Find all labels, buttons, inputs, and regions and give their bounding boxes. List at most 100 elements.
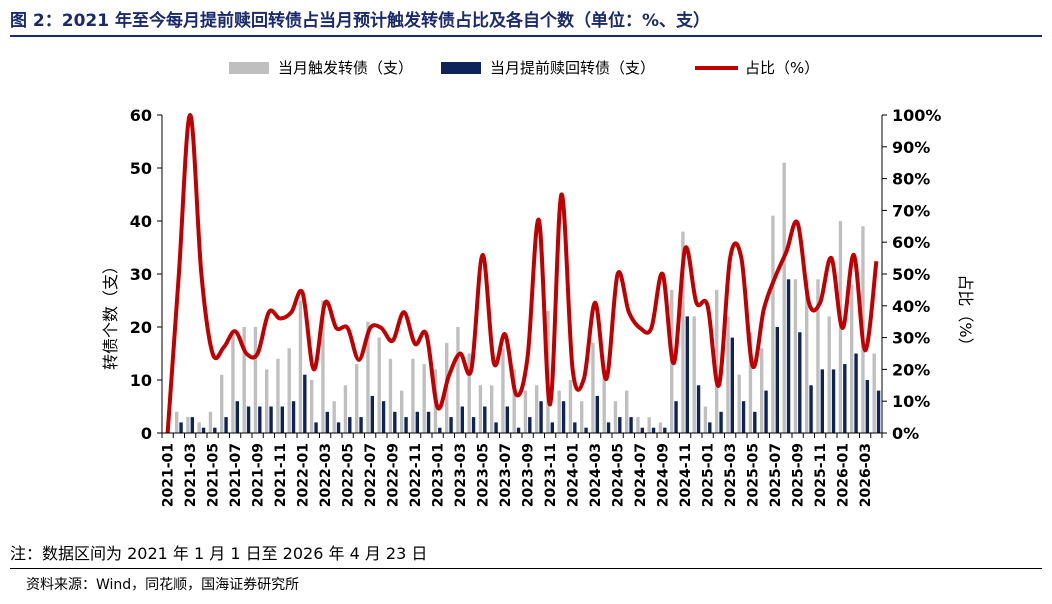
bar-trigger xyxy=(265,369,269,433)
data-note: 注：数据区间为 2021 年 1 月 1 日至 2026 年 4 月 23 日 xyxy=(10,544,428,563)
bar-redeem xyxy=(741,401,746,433)
x-tick-label: 2024-11 xyxy=(678,443,694,507)
y-tick-label: 0 xyxy=(141,424,152,443)
bar-redeem xyxy=(291,401,296,433)
bar-trigger xyxy=(827,316,831,433)
x-tick-label: 2024-05 xyxy=(611,443,627,507)
bar-redeem xyxy=(201,427,206,433)
x-tick-label: 2022-01 xyxy=(296,443,312,507)
bar-redeem xyxy=(258,406,262,433)
bar-redeem xyxy=(685,316,689,433)
bar-redeem xyxy=(539,401,543,433)
bar-trigger xyxy=(411,358,415,433)
title-rule xyxy=(10,35,1042,37)
y2-tick-label: 70% xyxy=(892,201,930,220)
y-tick-label: 20 xyxy=(130,318,152,337)
bar-redeem xyxy=(730,337,734,433)
x-tick-label: 2025-07 xyxy=(768,443,784,507)
legend-label-redeem: 当月提前赎回转债（支） xyxy=(490,59,655,77)
y2-axis-title: 占比（%） xyxy=(956,274,975,353)
bar-trigger xyxy=(253,327,258,433)
legend: 当月触发转债（支） 当月提前赎回转债（支） 占比（%） xyxy=(229,59,819,77)
bottom-rule xyxy=(10,568,1042,569)
bar-redeem xyxy=(494,422,498,433)
bar-trigger xyxy=(175,411,179,433)
x-tick-label: 2021-07 xyxy=(228,443,244,507)
bar-trigger xyxy=(625,390,629,433)
bar-trigger xyxy=(872,353,876,433)
bar-trigger xyxy=(298,300,303,433)
bar-redeem xyxy=(584,427,588,433)
bar-trigger xyxy=(310,380,314,433)
bar-redeem xyxy=(246,406,251,433)
x-tick-label: 2024-07 xyxy=(633,443,649,507)
bar-redeem xyxy=(809,385,813,433)
x-tick-label: 2021-01 xyxy=(161,443,177,507)
bar-trigger xyxy=(703,406,708,433)
y-tick-label: 40 xyxy=(130,212,152,231)
bar-redeem xyxy=(370,395,374,433)
bar-trigger xyxy=(737,374,741,433)
bar-trigger xyxy=(726,316,730,433)
bar-redeem xyxy=(786,279,791,433)
bar-trigger xyxy=(422,364,426,433)
bar-redeem xyxy=(663,427,667,433)
bar-redeem xyxy=(573,422,577,433)
y-tick-label: 10 xyxy=(130,371,152,390)
bar-redeem xyxy=(550,422,554,433)
bar-redeem xyxy=(528,417,532,433)
bar-trigger xyxy=(512,369,516,433)
y2-tick-label: 50% xyxy=(892,265,930,284)
x-tick-label: 2022-03 xyxy=(318,443,334,507)
bar-trigger xyxy=(658,422,663,433)
bar-redeem xyxy=(303,374,307,433)
x-tick-label: 2021-11 xyxy=(273,443,289,507)
bar-redeem xyxy=(708,422,712,433)
bar-redeem xyxy=(471,417,476,433)
bar-redeem xyxy=(618,417,622,433)
bar-redeem xyxy=(843,364,847,433)
bar-trigger xyxy=(287,348,291,433)
bar-trigger xyxy=(715,289,719,433)
bar-redeem xyxy=(629,417,633,433)
bar-redeem xyxy=(865,380,869,433)
legend-label-trigger: 当月触发转债（支） xyxy=(278,59,413,77)
bar-redeem xyxy=(798,332,802,433)
legend-swatch-trigger xyxy=(229,62,269,74)
x-tick-label: 2022-07 xyxy=(363,443,379,507)
bar-redeem xyxy=(696,385,701,433)
bar-redeem xyxy=(404,417,408,433)
x-tick-label: 2021-05 xyxy=(206,443,222,507)
x-tick-label: 2024-01 xyxy=(566,443,582,507)
x-tick-label: 2025-01 xyxy=(701,443,717,507)
bar-redeem xyxy=(426,411,431,433)
bar-trigger xyxy=(388,358,393,433)
x-tick-label: 2023-09 xyxy=(521,443,537,507)
bar-redeem xyxy=(820,369,824,433)
bar-redeem xyxy=(561,401,566,433)
bar-trigger xyxy=(456,327,460,433)
bar-redeem xyxy=(764,390,768,433)
bar-redeem xyxy=(325,411,329,433)
bar-trigger xyxy=(523,390,528,433)
bar-trigger xyxy=(467,353,471,433)
x-tick-label: 2024-03 xyxy=(588,443,604,507)
bar-trigger xyxy=(557,390,561,433)
combo-chart: 当月触发转债（支） 当月提前赎回转债（支） 占比（%） 转债个数（支） 占比（%… xyxy=(101,59,975,507)
x-axis: 2021-01 2021-03 2021-05 2021-07 2021-09 2021-… xyxy=(161,432,883,507)
bar-trigger xyxy=(377,337,381,433)
y2-tick-label: 0% xyxy=(892,424,919,443)
bar-trigger xyxy=(332,401,336,433)
bar-redeem xyxy=(505,406,509,433)
bar-redeem xyxy=(719,411,723,433)
x-tick-label: 2025-11 xyxy=(813,443,829,507)
bar-redeem xyxy=(854,353,858,433)
bar-trigger xyxy=(805,279,809,433)
bar-redeem xyxy=(415,411,419,433)
bar-trigger xyxy=(366,321,370,433)
bar-redeem xyxy=(640,427,644,433)
bar-trigger xyxy=(580,401,584,433)
bar-trigger xyxy=(400,390,404,433)
y-axis-title: 转债个数（支） xyxy=(101,258,120,370)
bar-redeem xyxy=(516,427,521,433)
